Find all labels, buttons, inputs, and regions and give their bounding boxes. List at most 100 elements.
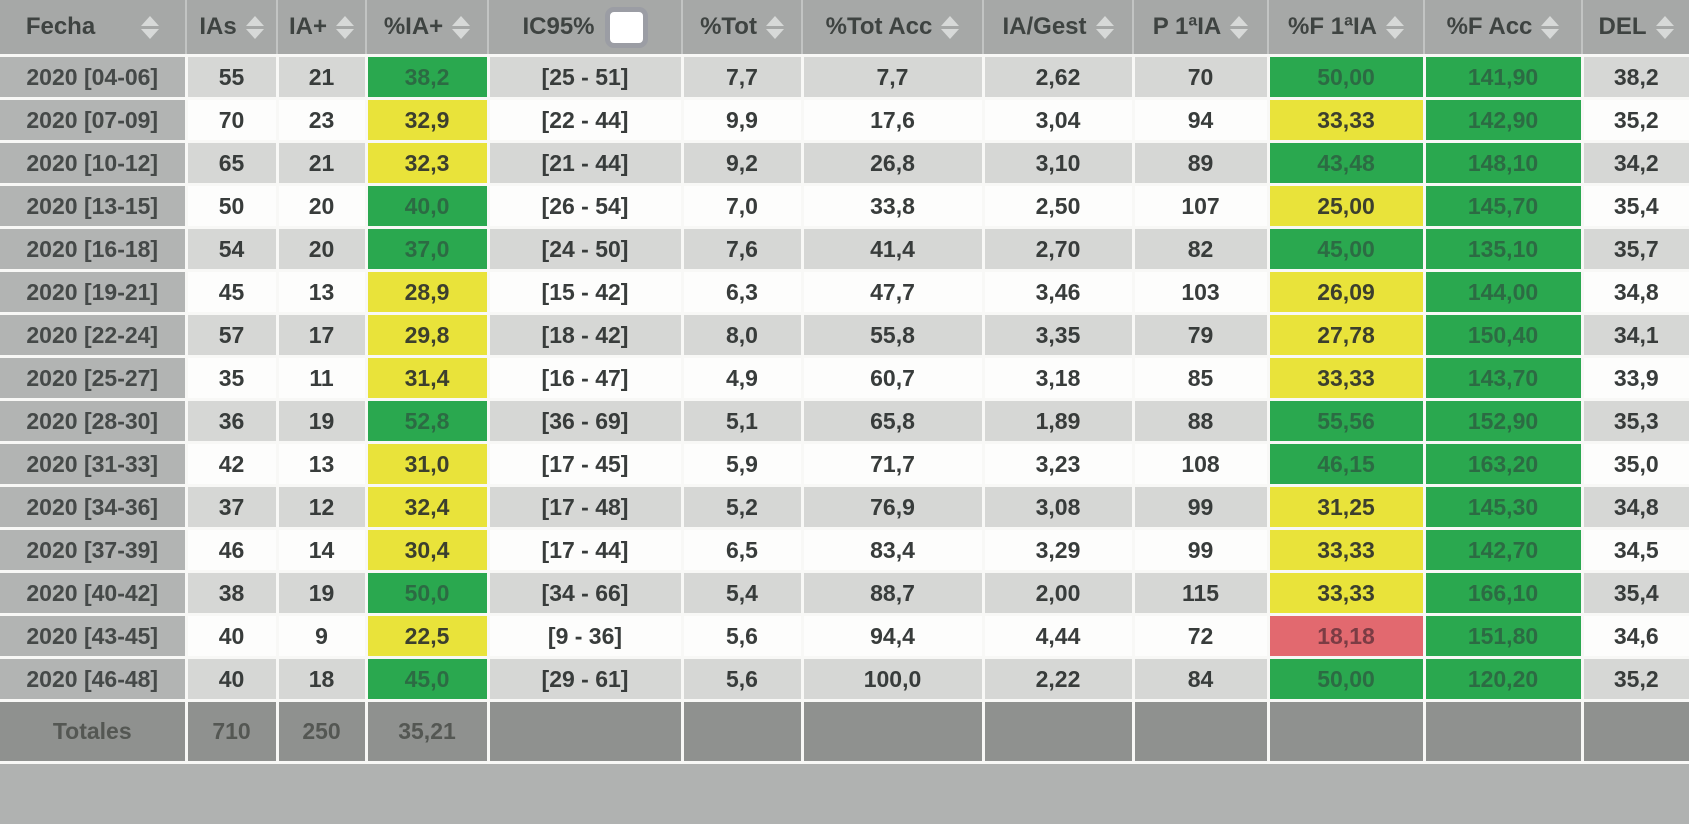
cell-pct-tot: 6,3 [682, 270, 804, 315]
cell-pct-tot: 9,2 [682, 141, 804, 186]
cell-p-1ia: 88 [1133, 399, 1270, 444]
cell-pct-f-1ia: 31,25 [1268, 485, 1426, 530]
cell-del: 34,5 [1582, 528, 1689, 573]
table-row: 2020 [16-18] 54 20 37,0 [24 - 50] 7,6 41,4 2,70… [0, 227, 1689, 272]
cell-del: 34,8 [1582, 485, 1689, 530]
cell-pct-f-acc: 148,10 [1424, 141, 1584, 186]
sort-arrows-icon[interactable] [336, 15, 354, 39]
column-header-ias[interactable]: IAs [186, 0, 278, 57]
row-label: 2020 [34-36] [0, 485, 188, 530]
cell-pct-ia-plus: 31,4 [366, 356, 490, 401]
cell-ic95: [22 - 44] [488, 98, 684, 143]
totals-cell-pct-f-acc [1424, 700, 1584, 764]
totals-row: Totales 710 250 35,21 [0, 700, 1689, 764]
sort-arrows-icon[interactable] [452, 15, 471, 39]
cell-pct-f-acc: 120,20 [1424, 657, 1584, 702]
column-header-ia-gest[interactable]: IA/Gest [983, 0, 1134, 57]
column-label-ia-gest: IA/Gest [1002, 13, 1087, 40]
column-header-del[interactable]: DEL [1582, 0, 1689, 57]
cell-ia-plus: 17 [277, 313, 368, 358]
cell-ic95: [16 - 47] [488, 356, 684, 401]
sort-arrows-icon[interactable] [1541, 15, 1560, 39]
cell-pct-f-1ia: 46,15 [1268, 442, 1426, 487]
cell-pct-ia-plus: 22,5 [366, 614, 490, 659]
breeding-stats-table: Fecha IAs IA+ %IA+ IC95% %Tot %Tot Acc IA/Gest P… [0, 0, 1689, 764]
cell-pct-tot-acc: 47,7 [802, 270, 985, 315]
cell-ic95: [26 - 54] [488, 184, 684, 229]
cell-del: 34,2 [1582, 141, 1689, 186]
cell-pct-ia-plus: 37,0 [366, 227, 490, 272]
cell-del: 35,0 [1582, 442, 1689, 487]
sort-arrows-icon[interactable] [1655, 15, 1674, 39]
cell-pct-tot: 5,4 [682, 571, 804, 616]
cell-pct-ia-plus: 38,2 [366, 55, 490, 100]
totals-cell-ia-plus: 250 [277, 700, 368, 764]
column-header-fecha[interactable]: Fecha [0, 0, 187, 57]
row-label: 2020 [28-30] [0, 399, 188, 444]
cell-ias: 35 [186, 356, 279, 401]
cell-del: 35,2 [1582, 98, 1689, 143]
cell-pct-ia-plus: 45,0 [366, 657, 490, 702]
cell-ia-gest: 2,00 [983, 571, 1135, 616]
sort-up-icon [336, 15, 354, 26]
cell-pct-ia-plus: 32,3 [366, 141, 490, 186]
table-row: 2020 [25-27] 35 11 31,4 [16 - 47] 4,9 60,7 3,18… [0, 356, 1689, 401]
column-header-ia-plus[interactable]: IA+ [277, 0, 367, 57]
cell-pct-ia-plus: 30,4 [366, 528, 490, 573]
cell-pct-tot-acc: 33,8 [802, 184, 985, 229]
column-header-p-1ia[interactable]: P 1ªIA [1133, 0, 1269, 57]
cell-p-1ia: 107 [1133, 184, 1270, 229]
cell-del: 34,6 [1582, 614, 1689, 659]
cell-p-1ia: 103 [1133, 270, 1270, 315]
table-row: 2020 [07-09] 70 23 32,9 [22 - 44] 9,9 17,6 3,04… [0, 98, 1689, 143]
cell-del: 35,4 [1582, 184, 1689, 229]
sort-arrows-icon[interactable] [245, 15, 264, 39]
cell-ia-gest: 2,22 [983, 657, 1135, 702]
cell-p-1ia: 99 [1133, 485, 1270, 530]
totals-cell-ias: 710 [186, 700, 279, 764]
column-header-pct-ia-plus[interactable]: %IA+ [366, 0, 489, 57]
ic95-checkbox[interactable] [604, 6, 648, 48]
row-label: 2020 [16-18] [0, 227, 188, 272]
cell-pct-tot-acc: 94,4 [802, 614, 985, 659]
table-row: 2020 [04-06] 55 21 38,2 [25 - 51] 7,7 7,7 2,62 7… [0, 55, 1689, 100]
cell-pct-tot-acc: 65,8 [802, 399, 985, 444]
column-header-pct-f-1ia[interactable]: %F 1ªIA [1268, 0, 1425, 57]
cell-ia-plus: 11 [277, 356, 368, 401]
table-row: 2020 [40-42] 38 19 50,0 [34 - 66] 5,4 88,7 2,00… [0, 571, 1689, 616]
sort-arrows-icon[interactable] [141, 15, 160, 39]
cell-del: 35,7 [1582, 227, 1689, 272]
cell-del: 35,2 [1582, 657, 1689, 702]
cell-pct-f-acc: 144,00 [1424, 270, 1584, 315]
sort-arrows-icon[interactable] [1095, 15, 1114, 39]
totals-cell-p-1ia [1133, 700, 1270, 764]
column-header-ic95: IC95% [488, 0, 683, 57]
sort-arrows-icon[interactable] [941, 15, 960, 39]
column-header-pct-tot-acc[interactable]: %Tot Acc [802, 0, 984, 57]
cell-ic95: [18 - 42] [488, 313, 684, 358]
row-label: 2020 [31-33] [0, 442, 188, 487]
column-label-p-1ia: P 1ªIA [1152, 13, 1222, 40]
sort-arrows-icon[interactable] [1230, 15, 1249, 39]
cell-ia-plus: 21 [277, 55, 368, 100]
cell-pct-f-1ia: 55,56 [1268, 399, 1426, 444]
totals-cell-pct-f-1ia [1268, 700, 1426, 764]
cell-pct-ia-plus: 31,0 [366, 442, 490, 487]
column-header-pct-f-acc[interactable]: %F Acc [1424, 0, 1583, 57]
column-label-pct-tot: %Tot [700, 13, 757, 40]
cell-pct-f-acc: 152,90 [1424, 399, 1584, 444]
sort-arrows-icon[interactable] [765, 15, 784, 39]
column-header-pct-tot[interactable]: %Tot [682, 0, 803, 57]
cell-pct-f-1ia: 26,09 [1268, 270, 1426, 315]
cell-pct-ia-plus: 29,8 [366, 313, 490, 358]
cell-p-1ia: 99 [1133, 528, 1270, 573]
cell-ic95: [15 - 42] [488, 270, 684, 315]
cell-ic95: [25 - 51] [488, 55, 684, 100]
sort-up-icon [141, 15, 160, 26]
cell-pct-tot-acc: 88,7 [802, 571, 985, 616]
cell-ias: 42 [186, 442, 279, 487]
sort-up-icon [452, 15, 471, 26]
totals-cell-pct-tot [682, 700, 804, 764]
sort-arrows-icon[interactable] [1385, 15, 1404, 39]
cell-pct-tot: 6,5 [682, 528, 804, 573]
